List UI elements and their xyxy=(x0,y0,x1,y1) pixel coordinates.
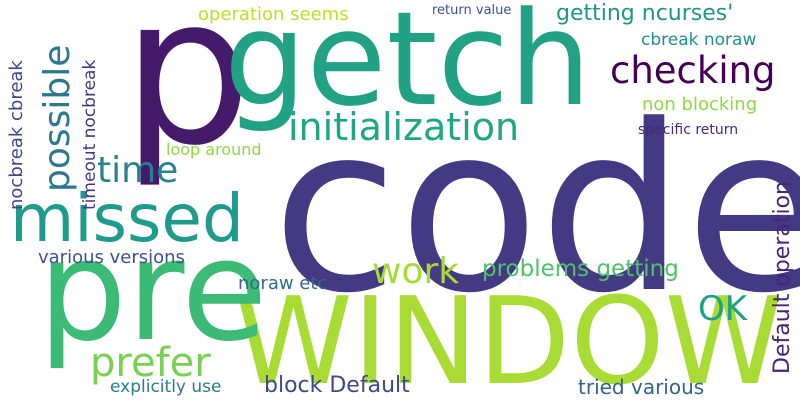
word-tried-various: tried various xyxy=(578,375,705,399)
word-prefer: prefer xyxy=(90,340,211,386)
word-default-operation: Default operation xyxy=(770,180,795,374)
word-loop-around: loop around xyxy=(166,140,262,159)
word-various-versions: various versions xyxy=(38,247,185,268)
word-cbreak-noraw: cbreak noraw xyxy=(641,30,757,50)
word-checking: checking xyxy=(610,49,776,92)
word-block-default: block Default xyxy=(264,373,410,398)
word-problems-getting: problems getting xyxy=(482,256,679,282)
word-timeout-nocbreak: timeout nocbreak xyxy=(80,59,100,210)
word-window: WINDOW xyxy=(234,273,784,400)
word-possible: possible xyxy=(37,44,78,192)
word-explicitly-use: explicitly use xyxy=(110,377,222,397)
word-pre: pre xyxy=(38,210,268,373)
word-getting-ncurses: getting ncurses' xyxy=(556,1,734,26)
word-code: code xyxy=(272,77,800,344)
word-missed: missed xyxy=(10,180,244,257)
word-operation-seems: operation seems xyxy=(198,4,349,25)
word-noraw-etc: noraw etc xyxy=(238,273,328,294)
word-time: time xyxy=(97,150,179,191)
word-nocbreak-cbreak: nocbreak cbreak xyxy=(6,60,27,210)
word-return-value: return value xyxy=(432,3,512,18)
word-ok: OK xyxy=(698,289,748,329)
word-initialization: initialization xyxy=(288,105,520,149)
word-specific-return: specific return xyxy=(638,122,739,138)
word-getch: getch xyxy=(224,0,592,135)
word-work: work xyxy=(372,251,460,292)
word-p: p xyxy=(122,0,253,191)
word-non-blocking: non blocking xyxy=(642,94,758,115)
